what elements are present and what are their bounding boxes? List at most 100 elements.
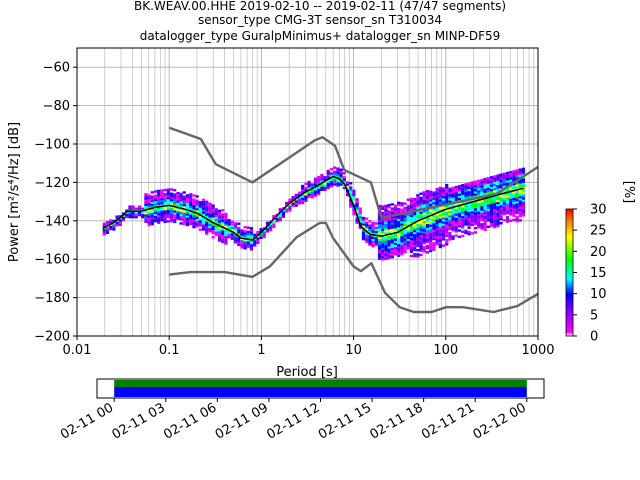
ppsd-bin: [422, 229, 426, 232]
ppsd-bin: [480, 199, 484, 203]
ppsd-bin: [432, 242, 436, 245]
ppsd-bin: [400, 223, 404, 226]
ppsd-bin: [201, 209, 206, 212]
ppsd-bin: [217, 222, 222, 225]
ppsd-bin: [150, 214, 154, 217]
ppsd-bin: [457, 189, 462, 192]
ppsd-bin: [451, 228, 455, 232]
ppsd-bin: [422, 191, 426, 194]
ppsd-bin: [288, 204, 292, 208]
ppsd-bin: [470, 189, 474, 193]
ppsd-bin: [243, 244, 247, 248]
ppsd-bin: [409, 229, 414, 232]
ppsd-bin: [486, 206, 490, 209]
ppsd-bin: [397, 241, 401, 245]
ppsd-bin: [432, 208, 436, 211]
ppsd-bin: [169, 196, 174, 200]
ppsd-bin: [211, 208, 215, 212]
ppsd-bin: [480, 223, 484, 226]
ppsd-bin: [390, 249, 394, 253]
ppsd-bin: [384, 225, 388, 229]
ppsd-bin: [425, 217, 430, 220]
mean-curve: [102, 175, 524, 241]
ppsd-bin: [173, 218, 177, 222]
ppsd-bin: [381, 205, 385, 208]
ppsd-bin: [339, 183, 343, 186]
ppsd-bin: [326, 171, 330, 175]
ppsd-bin: [361, 223, 366, 226]
ppsd-bin: [515, 169, 519, 172]
ppsd-bin: [374, 230, 378, 234]
ppsd-bin: [448, 189, 452, 193]
ppsd-bin: [400, 229, 404, 233]
ppsd-bin: [246, 232, 250, 236]
ppsd-bin: [157, 191, 161, 195]
ppsd-bin: [486, 212, 490, 216]
ppsd-bin: [397, 235, 401, 238]
ppsd-bin: [470, 191, 474, 195]
ppsd-bin: [102, 222, 106, 226]
ppsd-bin: [521, 180, 526, 183]
ppsd-bin: [272, 214, 276, 218]
ppsd-bin: [313, 190, 318, 193]
ppsd-bin: [390, 243, 394, 246]
ppsd-bin: [393, 251, 398, 254]
ppsd-bin: [358, 215, 362, 219]
ppsd-bin: [518, 181, 522, 184]
ppsd-bin: [470, 204, 474, 208]
ppsd-bin: [169, 207, 174, 210]
ppsd-bin: [333, 181, 337, 184]
ppsd-bin: [211, 210, 215, 214]
ppsd-bin: [336, 175, 340, 179]
ppsd-bin: [205, 230, 209, 233]
ppsd-bin: [397, 233, 401, 236]
ppsd-bin: [333, 177, 337, 180]
timeline-tick-label: 02-11 03: [110, 400, 168, 442]
ppsd-bin: [429, 190, 433, 194]
ppsd-bin: [176, 202, 180, 205]
ppsd-bin: [147, 217, 151, 220]
ppsd-bin: [483, 218, 487, 221]
ppsd-bin: [189, 212, 193, 215]
ppsd-bin: [205, 221, 209, 225]
ppsd-bin: [377, 249, 382, 252]
ppsd-bin: [416, 232, 420, 235]
ppsd-bin: [278, 208, 282, 211]
ppsd-bin: [438, 239, 442, 242]
ppsd-bin: [432, 246, 436, 249]
ppsd-bin: [419, 211, 423, 214]
ppsd-bin: [387, 218, 391, 222]
ppsd-bin: [489, 178, 494, 181]
ppsd-bin: [438, 228, 442, 232]
ppsd-bin: [477, 200, 481, 204]
ppsd-bin: [390, 241, 394, 244]
ppsd-bin: [259, 230, 263, 233]
ppsd-bin: [422, 239, 426, 243]
ppsd-bin: [515, 198, 519, 202]
plot-frame: [76, 47, 539, 337]
ppsd-bin: [368, 228, 372, 232]
ppsd-bin: [109, 227, 113, 231]
ppsd-bin: [489, 176, 494, 179]
ppsd-bin: [486, 181, 490, 184]
ppsd-bin: [518, 189, 522, 193]
ppsd-bin: [406, 225, 410, 229]
ppsd-bin: [435, 228, 439, 231]
ppsd-bin: [374, 235, 378, 238]
ppsd-bin: [339, 170, 343, 174]
ppsd-bin: [361, 235, 366, 239]
ppsd-bin: [470, 221, 474, 224]
ppsd-bin: [182, 199, 186, 203]
ppsd-bin: [278, 218, 282, 222]
ppsd-bin: [422, 205, 426, 209]
ppsd-bin: [317, 175, 321, 179]
ppsd-bin: [502, 212, 506, 216]
ppsd-bin: [233, 230, 238, 233]
ppsd-bin: [243, 232, 247, 235]
ppsd-bin: [313, 194, 318, 197]
ppsd-bin: [281, 209, 286, 212]
ppsd-bin: [461, 217, 465, 221]
ppsd-bin: [464, 204, 468, 207]
ppsd-bin: [416, 223, 420, 227]
ppsd-bin: [361, 229, 366, 232]
